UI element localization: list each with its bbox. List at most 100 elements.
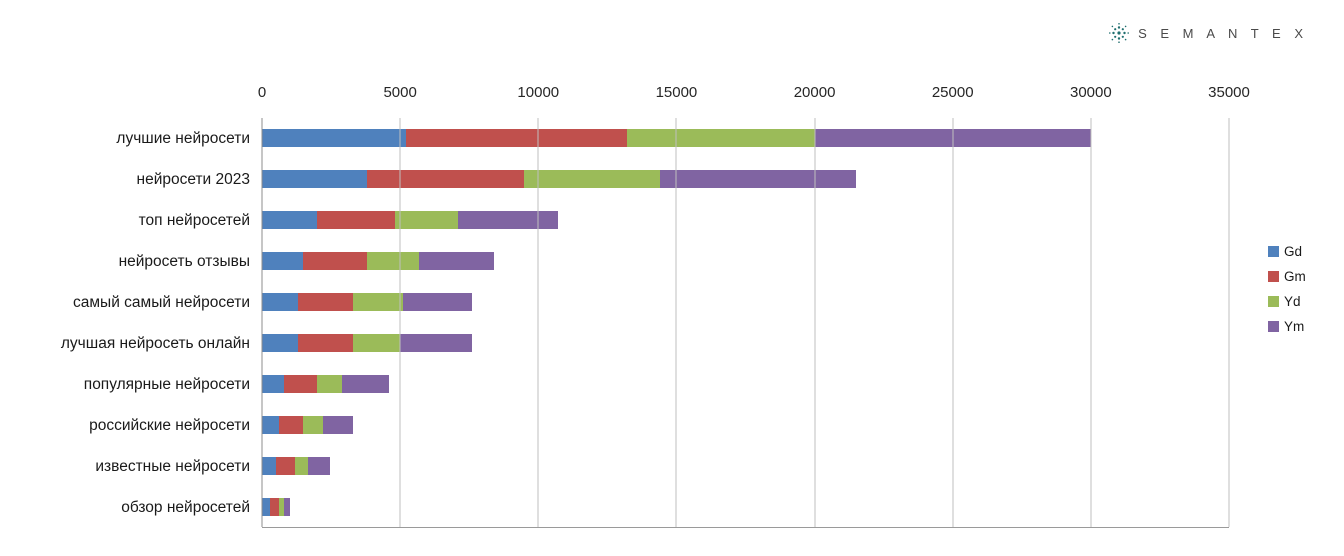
bar-segment-ym <box>400 333 472 352</box>
gridline <box>261 118 263 527</box>
legend-swatch <box>1268 271 1279 282</box>
x-axis: 0 5000 10000 15000 20000 25000 30000 35000 <box>258 84 1250 106</box>
bar-row <box>262 282 1229 323</box>
bar-segment-ym <box>419 252 495 271</box>
category-label: популярные нейросети <box>83 375 250 393</box>
bar-segment-gd <box>262 456 276 475</box>
legend-label: Yd <box>1284 294 1301 309</box>
gridline <box>537 118 539 527</box>
bar-row <box>262 323 1229 364</box>
bars <box>262 118 1229 527</box>
gridline <box>952 118 954 527</box>
bar-segment-yd <box>278 497 285 516</box>
bar-segment-ym <box>659 170 856 189</box>
bar-segment-ym <box>284 497 290 516</box>
stacked-bar <box>262 170 1229 189</box>
gridline <box>399 118 401 527</box>
legend-item: Yd <box>1268 294 1306 309</box>
stacked-bar <box>262 252 1229 271</box>
stacked-bar <box>262 293 1229 312</box>
brand: S E M A N T E X <box>1108 22 1308 44</box>
category-label: нейросети 2023 <box>136 170 250 188</box>
bar-segment-yd <box>353 333 401 352</box>
category-label: известные нейросети <box>95 457 250 475</box>
bar-segment-yd <box>303 415 323 434</box>
bar-segment-gm <box>405 129 627 148</box>
legend-item: Ym <box>1268 319 1306 334</box>
stacked-bar <box>262 374 1229 393</box>
bar-segment-gm <box>297 333 354 352</box>
bar-segment-yd <box>394 211 459 230</box>
gridline <box>814 118 816 527</box>
legend-swatch <box>1268 321 1279 332</box>
category-label: лучшие нейросети <box>116 129 250 147</box>
bar-segment-gd <box>262 293 298 312</box>
bar-segment-gd <box>262 333 298 352</box>
bar-segment-gm <box>297 293 354 312</box>
stacked-bar <box>262 415 1229 434</box>
legend: Gd Gm Yd Ym <box>1268 244 1306 334</box>
gridline <box>1090 118 1092 527</box>
bar-row <box>262 486 1229 527</box>
brand-name: S E M A N T E X <box>1138 25 1308 41</box>
x-tick-label: 20000 <box>793 84 836 101</box>
bar-segment-gm <box>303 252 367 271</box>
bar-segment-gm <box>278 415 304 434</box>
gridline <box>1228 118 1230 527</box>
bar-row <box>262 404 1229 445</box>
bar-segment-ym <box>307 456 330 475</box>
legend-item: Gd <box>1268 244 1306 259</box>
x-tick-label: 25000 <box>931 84 974 101</box>
bar-row <box>262 241 1229 282</box>
legend-item: Gm <box>1268 269 1306 284</box>
bar-segment-gd <box>262 497 271 516</box>
x-tick-label: 15000 <box>655 84 698 101</box>
category-label: самый самый нейросети <box>73 293 250 311</box>
stacked-bar <box>262 129 1229 148</box>
x-tick-label: 0 <box>257 84 267 101</box>
x-tick-label: 5000 <box>383 84 417 101</box>
category-label: обзор нейросетей <box>121 498 250 516</box>
bar-segment-gd <box>262 170 367 189</box>
bar-segment-gm <box>275 456 296 475</box>
stacked-bar <box>262 211 1229 230</box>
bar-segment-ym <box>458 211 558 230</box>
bar-segment-yd <box>317 374 343 393</box>
bar-segment-gd <box>262 211 318 230</box>
bar-segment-ym <box>342 374 390 393</box>
legend-swatch <box>1268 246 1279 257</box>
stacked-bar <box>262 497 1229 516</box>
bar-segment-gd <box>262 252 304 271</box>
category-label: российские нейросети <box>89 416 250 434</box>
bar-segment-gm <box>317 211 395 230</box>
legend-label: Gd <box>1284 244 1303 259</box>
legend-label: Gm <box>1284 269 1306 284</box>
category-label: топ нейросетей <box>138 211 250 229</box>
bar-segment-gm <box>270 497 279 516</box>
bar-row <box>262 445 1229 486</box>
bar-segment-yd <box>366 252 420 271</box>
stacked-bar <box>262 456 1229 475</box>
legend-swatch <box>1268 296 1279 307</box>
category-label: нейросеть отзывы <box>118 252 250 270</box>
bar-row <box>262 159 1229 200</box>
bar-segment-yd <box>353 293 403 312</box>
bar-segment-gm <box>284 374 318 393</box>
x-tick-label: 35000 <box>1208 84 1250 101</box>
bar-segment-ym <box>402 293 472 312</box>
bar-segment-gd <box>262 374 285 393</box>
bar-segment-ym <box>322 415 354 434</box>
bar-segment-gd <box>262 129 406 148</box>
bar-segment-gm <box>366 170 525 189</box>
stacked-bar <box>262 333 1229 352</box>
bar-segment-yd <box>295 456 308 475</box>
x-tick-label: 10000 <box>517 84 560 101</box>
semantex-logo-icon <box>1108 22 1130 44</box>
bar-row <box>262 363 1229 404</box>
category-label: лучшая нейросеть онлайн <box>60 334 250 352</box>
category-labels: лучшие нейросети нейросети 2023 топ нейрос… <box>0 118 250 528</box>
bar-segment-yd <box>524 170 660 189</box>
bar-row <box>262 200 1229 241</box>
legend-label: Ym <box>1284 319 1305 334</box>
